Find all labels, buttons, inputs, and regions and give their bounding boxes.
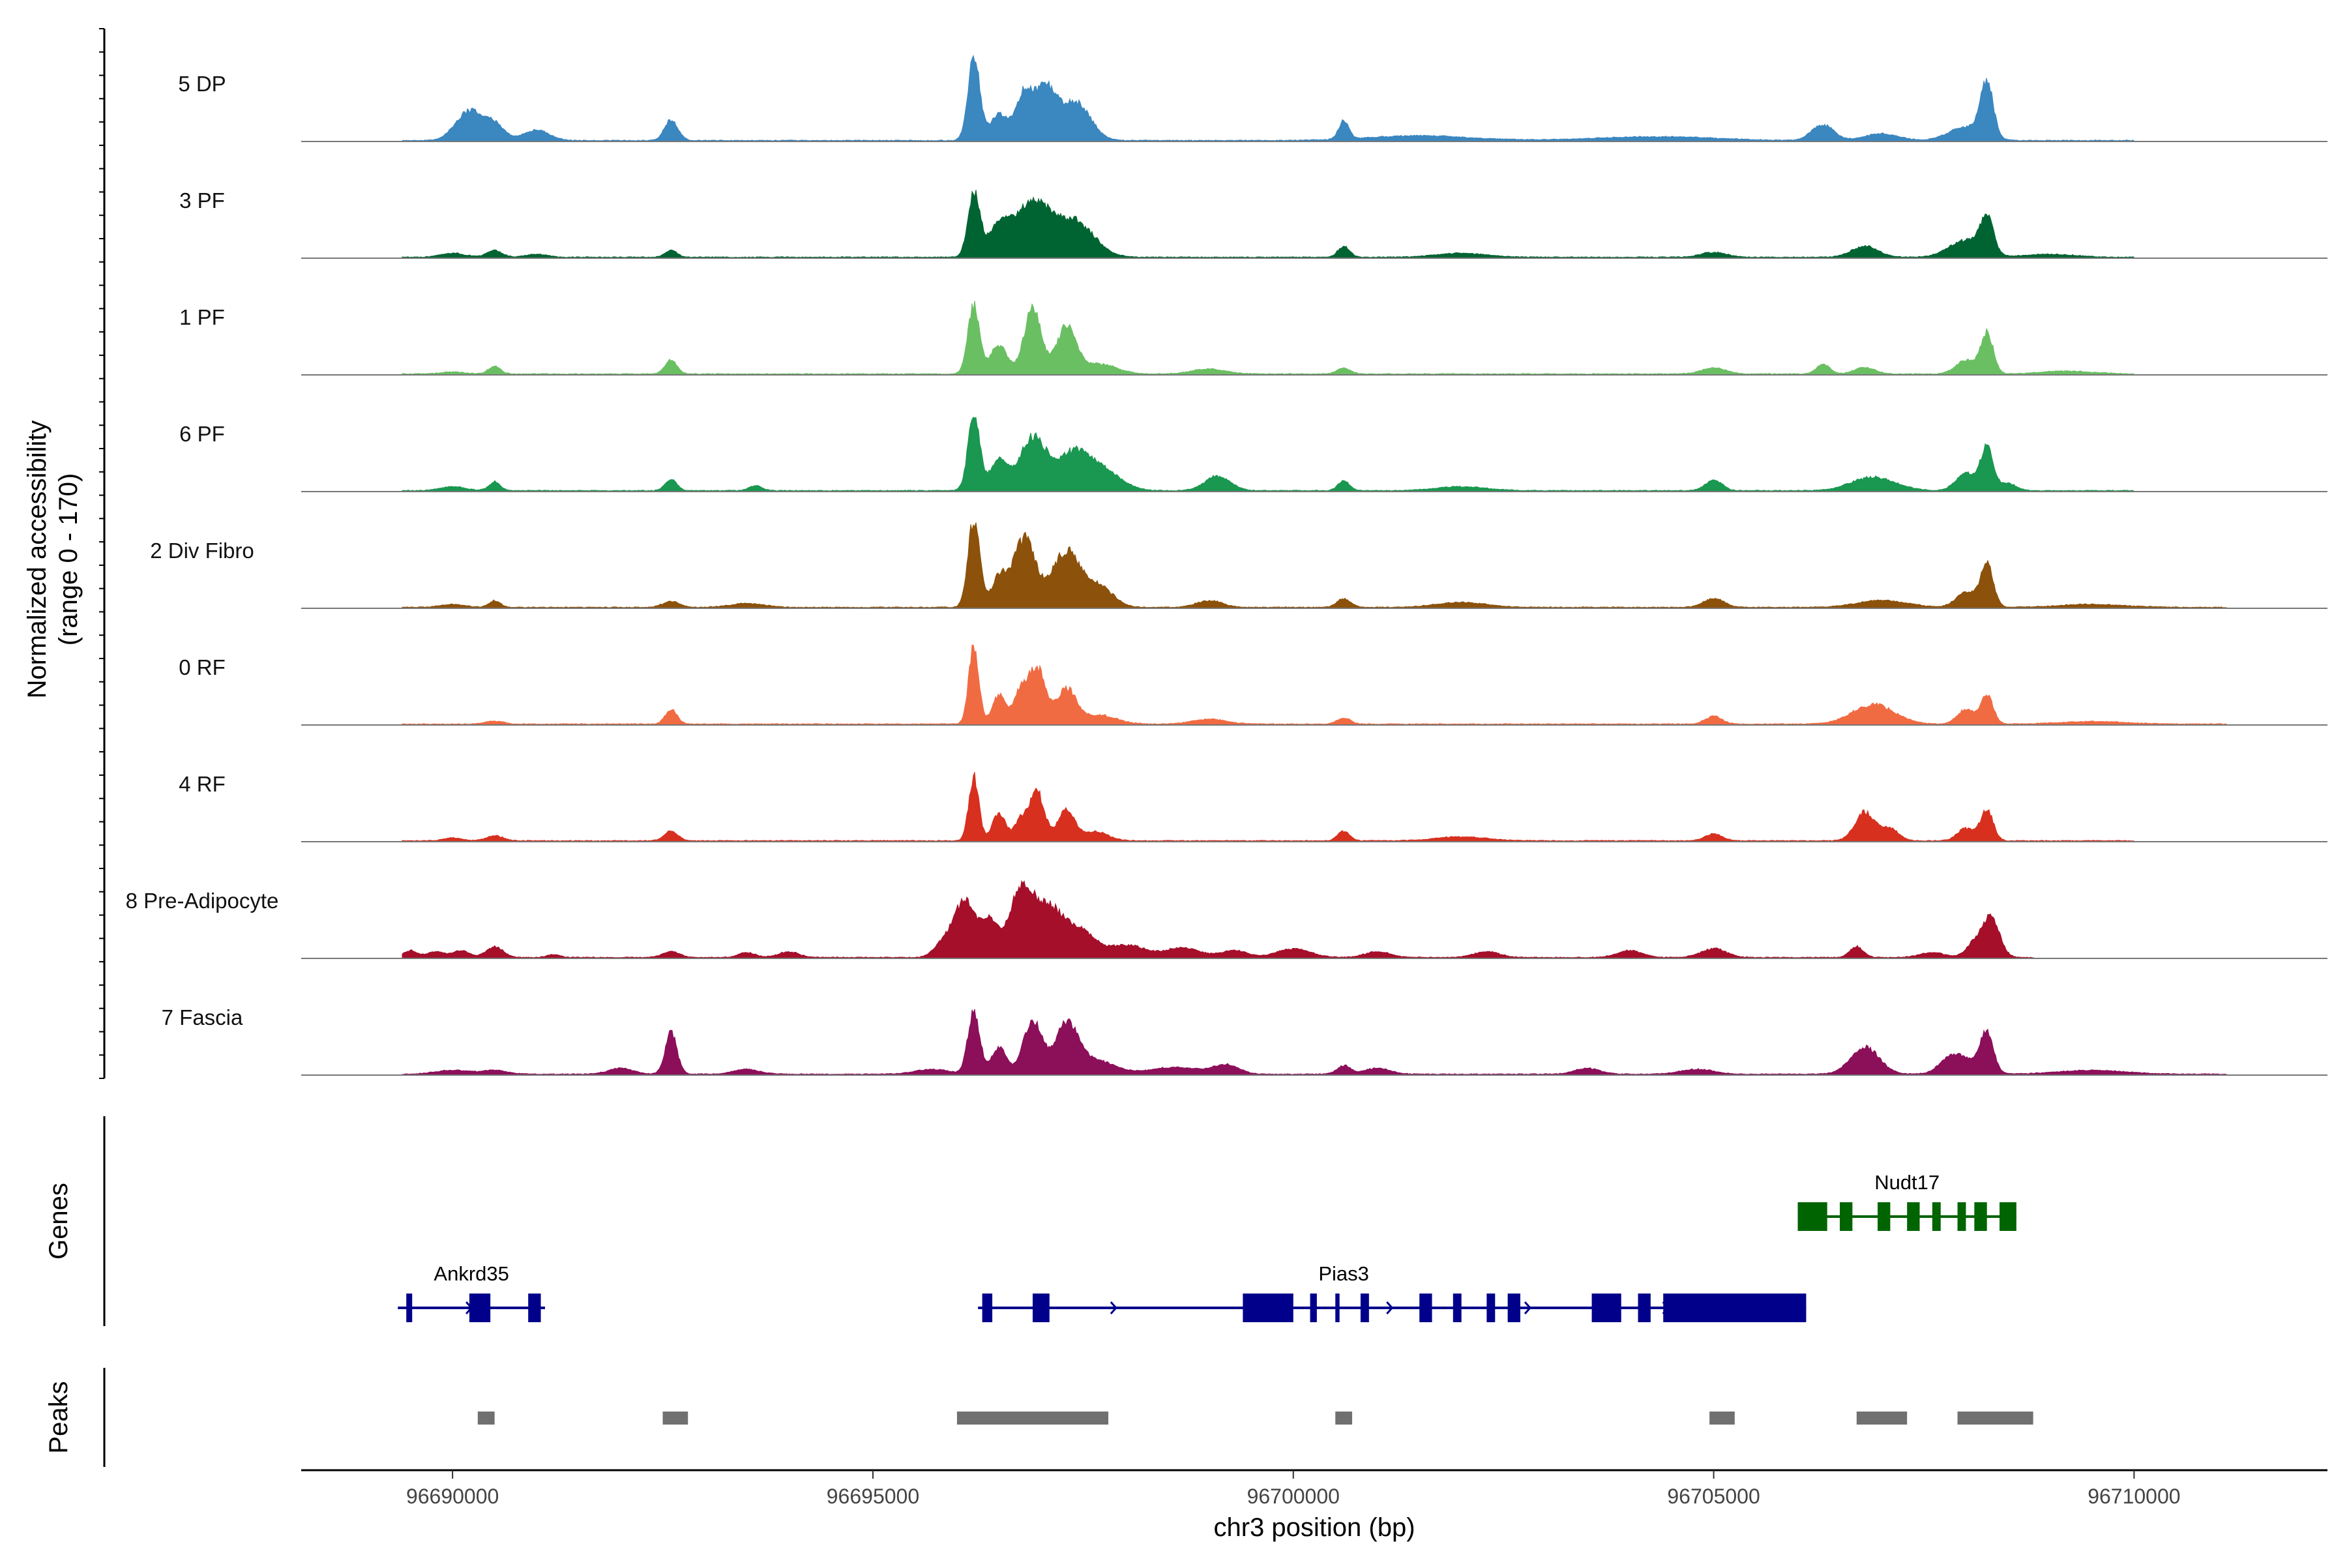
coverage-axis-label-line1: Normalized accessibility bbox=[23, 421, 52, 699]
gene-ankrd35: Ankrd35 bbox=[398, 1262, 545, 1322]
coverage-axis-label-line2: (range 0 - 170) bbox=[54, 473, 83, 646]
x-tick-label: 96705000 bbox=[1667, 1485, 1760, 1508]
genes-axis-label: Genes bbox=[44, 1183, 73, 1260]
track-label-6-pf: 6 PF bbox=[179, 422, 225, 446]
strand-arrow-pias3 bbox=[1524, 1301, 1532, 1314]
peak-region bbox=[956, 1412, 1109, 1425]
track-label-1-pf: 1 PF bbox=[179, 305, 225, 329]
exon-nudt17 bbox=[2000, 1202, 2016, 1231]
x-axis: 96690000 96695000 96700000 96705000 96710000… bbox=[301, 1469, 2327, 1542]
track-2-div-fibro: 2 Div Fibro bbox=[150, 522, 2327, 609]
coverage-area-5-dp bbox=[402, 54, 2134, 142]
gene-label-pias3: Pias3 bbox=[1318, 1262, 1369, 1285]
exon-nudt17 bbox=[1974, 1202, 1987, 1231]
coverage-axis-label: Normalized accessibility (range 0 - 170) bbox=[23, 421, 83, 699]
exon-nudt17 bbox=[1878, 1202, 1891, 1231]
coverage-area-4-rf bbox=[402, 772, 2134, 842]
strand-arrow-pias3 bbox=[1386, 1301, 1394, 1314]
exon-pias3 bbox=[1360, 1294, 1369, 1322]
x-tick-label: 96690000 bbox=[406, 1485, 499, 1508]
track-7-fascia: 7 Fascia bbox=[162, 1005, 2327, 1076]
exon-pias3 bbox=[1453, 1294, 1462, 1322]
exon-pias3 bbox=[1663, 1294, 1807, 1322]
x-tick-label: 96700000 bbox=[1247, 1485, 1340, 1508]
exon-nudt17 bbox=[1797, 1202, 1827, 1231]
exon-ankrd35 bbox=[406, 1294, 413, 1322]
track-label-2-div-fibro: 2 Div Fibro bbox=[150, 539, 254, 563]
coverage-tracks: 5 DP 3 PF 1 PF 6 PF 2 Div Fibro 0 RF 4 RF 8 Pre… bbox=[126, 54, 2327, 1076]
exon-pias3 bbox=[1638, 1294, 1651, 1322]
gene-pias3: Pias3 bbox=[978, 1262, 1807, 1322]
exon-pias3 bbox=[1591, 1294, 1621, 1322]
peak-region bbox=[477, 1412, 495, 1425]
exon-pias3 bbox=[1243, 1294, 1293, 1322]
coverage-area-7-fascia bbox=[402, 1009, 2227, 1076]
peaks-y-axis: Peaks bbox=[44, 1368, 106, 1467]
track-1-pf: 1 PF bbox=[179, 301, 2327, 376]
coverage-y-axis: Normalized accessibility (range 0 - 170) bbox=[23, 28, 106, 1079]
gene-nudt17: Nudt17 bbox=[1797, 1171, 2016, 1231]
track-label-8-pre-adipocyte: 8 Pre-Adipocyte bbox=[126, 889, 279, 913]
track-8-pre-adipocyte: 8 Pre-Adipocyte bbox=[126, 880, 2327, 959]
exon-pias3 bbox=[1486, 1294, 1496, 1322]
track-0-rf: 0 RF bbox=[179, 644, 2327, 726]
exon-pias3 bbox=[982, 1294, 993, 1322]
exon-nudt17 bbox=[1840, 1202, 1853, 1231]
gene-label-ankrd35: Ankrd35 bbox=[434, 1262, 509, 1285]
gene-annotations: Nudt17 Ankrd35 Pias3 bbox=[398, 1171, 2016, 1322]
genes-y-axis: Genes bbox=[44, 1116, 106, 1326]
exon-nudt17 bbox=[1957, 1202, 1966, 1231]
exon-pias3 bbox=[1507, 1294, 1520, 1322]
track-label-7-fascia: 7 Fascia bbox=[162, 1005, 243, 1029]
track-label-5-dp: 5 DP bbox=[178, 72, 226, 96]
track-4-rf: 4 RF bbox=[179, 772, 2327, 842]
peaks-axis-label: Peaks bbox=[44, 1381, 73, 1453]
coverage-area-1-pf bbox=[402, 301, 2134, 376]
x-axis-label: chr3 position (bp) bbox=[1213, 1513, 1415, 1542]
peak-region bbox=[1856, 1412, 1908, 1425]
exon-pias3 bbox=[1032, 1294, 1050, 1322]
peak-regions bbox=[477, 1412, 2033, 1425]
coverage-area-3-pf bbox=[402, 190, 2134, 259]
exon-nudt17 bbox=[1907, 1202, 1920, 1231]
exon-pias3 bbox=[1335, 1294, 1340, 1322]
track-3-pf: 3 PF bbox=[179, 188, 2327, 259]
track-5-dp: 5 DP bbox=[178, 54, 2327, 142]
peak-region bbox=[662, 1412, 688, 1425]
exon-pias3 bbox=[1310, 1294, 1317, 1322]
exon-ankrd35 bbox=[528, 1294, 541, 1322]
coverage-area-6-pf bbox=[402, 417, 2134, 492]
coverage-area-0-rf bbox=[402, 644, 2227, 726]
peak-region bbox=[1709, 1412, 1735, 1425]
strand-arrow-pias3 bbox=[1110, 1301, 1117, 1314]
x-tick-label: 96710000 bbox=[2088, 1485, 2180, 1508]
track-6-pf: 6 PF bbox=[179, 417, 2327, 492]
exon-pias3 bbox=[1419, 1294, 1432, 1322]
gene-label-nudt17: Nudt17 bbox=[1874, 1171, 1940, 1194]
peak-region bbox=[1335, 1412, 1353, 1425]
exon-nudt17 bbox=[1932, 1202, 1941, 1231]
track-label-4-rf: 4 RF bbox=[179, 772, 226, 796]
exon-ankrd35 bbox=[469, 1294, 491, 1322]
peak-region bbox=[1957, 1412, 2033, 1425]
track-label-0-rf: 0 RF bbox=[179, 655, 226, 679]
x-tick-label: 96695000 bbox=[827, 1485, 919, 1508]
track-label-3-pf: 3 PF bbox=[179, 188, 225, 213]
